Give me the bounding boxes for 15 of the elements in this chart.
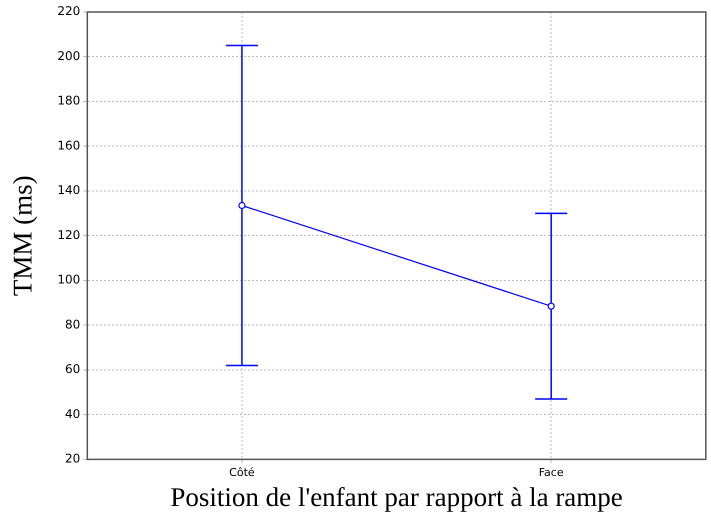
y-tick-label: 220 (57, 4, 80, 18)
y-tick-label: 160 (57, 138, 80, 152)
y-tick-label: 100 (57, 272, 80, 287)
y-axis-title: TMM (ms) (7, 175, 38, 296)
y-tick-label: 80 (65, 317, 80, 332)
x-axis-title: Position de l'enfant par rapport à la rampe (170, 482, 623, 512)
y-tick-label: 40 (65, 406, 80, 421)
x-tick-label: Côté (229, 466, 255, 479)
y-tick-label: 200 (57, 48, 80, 63)
y-tick-label: 60 (65, 362, 80, 376)
y-tick-label: 20 (65, 452, 80, 466)
x-tick-label: Face (538, 466, 564, 479)
y-tick-label: 140 (57, 183, 80, 198)
y-tick-label: 120 (57, 228, 80, 242)
y-tick-label: 180 (57, 94, 80, 108)
